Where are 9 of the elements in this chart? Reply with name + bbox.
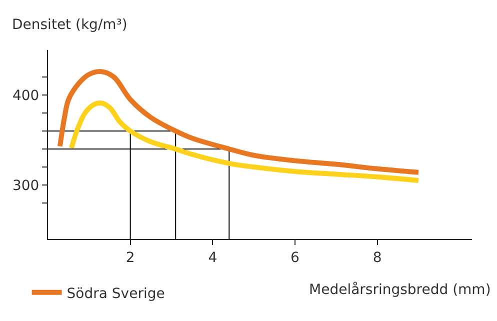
x-tick-label: 6 (290, 250, 300, 266)
legend-label: Södra Sverige (66, 286, 165, 302)
x-tick-label: 8 (372, 250, 382, 266)
y-axis-title: Densitet (kg/m³) (12, 17, 128, 33)
y-tick-label: 400 (12, 88, 40, 104)
y-tick-label: 300 (12, 178, 40, 194)
x-axis-title: Medelårsringsbredd (mm) (309, 281, 491, 298)
x-tick-label: 4 (208, 250, 218, 266)
x-tick-label: 2 (126, 250, 135, 266)
